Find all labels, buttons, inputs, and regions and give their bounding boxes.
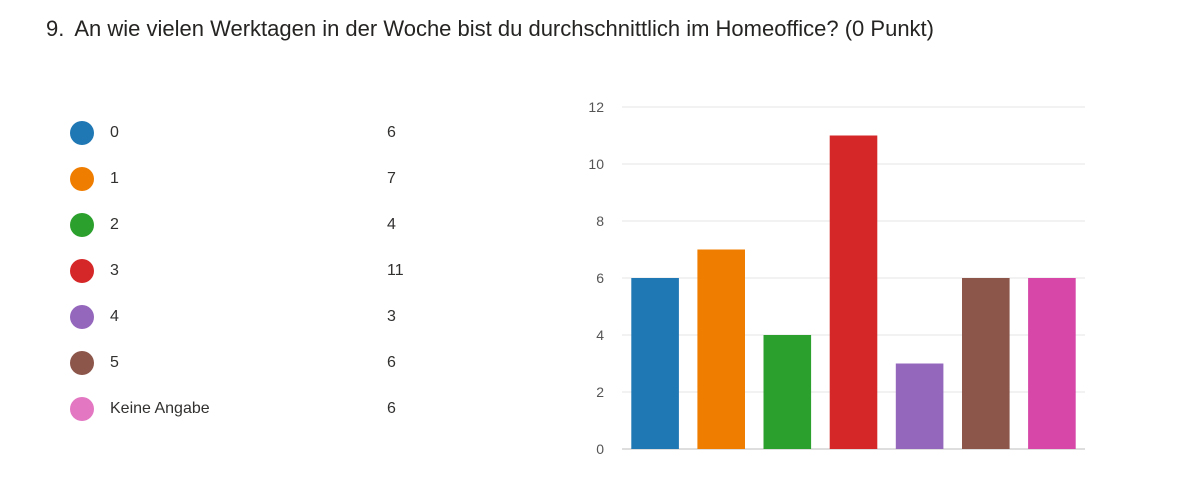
question-text: An wie vielen Werktagen in der Woche bis… (74, 16, 934, 41)
legend-label: 3 (110, 262, 119, 279)
bar-0 (631, 278, 679, 449)
legend-dot (70, 351, 94, 375)
legend-dot (70, 305, 94, 329)
legend-count: 6 (387, 400, 396, 417)
bar-3 (829, 135, 878, 449)
legend-label: Keine Angabe (110, 400, 210, 417)
bar-keine-angabe (1028, 278, 1076, 449)
question-title: 9. An wie vielen Werktagen in der Woche b… (46, 16, 934, 42)
legend-label: 1 (110, 170, 119, 187)
legend-count: 6 (387, 354, 396, 371)
legend-dot (70, 213, 94, 237)
legend-count: 11 (387, 262, 404, 279)
y-tick-label: 4 (596, 327, 604, 343)
legend-dot (70, 397, 94, 421)
y-tick-label: 8 (596, 213, 604, 229)
legend-label: 4 (110, 308, 119, 325)
legend-count: 7 (387, 170, 396, 187)
legend-item-3: 3 11 (70, 248, 430, 294)
legend-count: 4 (387, 216, 396, 233)
legend-label: 5 (110, 354, 119, 371)
legend: 0 6 1 7 2 4 3 11 4 3 5 6 Keine Angabe 6 (70, 110, 430, 432)
bar-5 (962, 278, 1010, 449)
bar-2 (763, 335, 812, 449)
legend-item-4: 4 3 (70, 294, 430, 340)
legend-label: 0 (110, 124, 119, 141)
legend-item-2: 2 4 (70, 202, 430, 248)
legend-dot (70, 121, 94, 145)
legend-dot (70, 167, 94, 191)
legend-dot (70, 259, 94, 283)
question-number: 9. (46, 16, 65, 41)
y-tick-label: 12 (588, 99, 604, 115)
legend-count: 3 (387, 308, 396, 325)
legend-item-6: Keine Angabe 6 (70, 386, 430, 432)
y-tick-label: 6 (596, 270, 604, 286)
bar-1 (697, 249, 745, 449)
legend-item-1: 1 7 (70, 156, 430, 202)
y-tick-label: 2 (596, 384, 604, 400)
legend-item-5: 5 6 (70, 340, 430, 386)
legend-count: 6 (387, 124, 396, 141)
legend-label: 2 (110, 216, 119, 233)
y-tick-label: 0 (596, 441, 604, 457)
bar-4 (895, 363, 944, 449)
y-tick-label: 10 (588, 156, 604, 172)
bar-chart: 0 2 4 6 8 10 12 (588, 99, 1085, 457)
legend-item-0: 0 6 (70, 110, 430, 156)
